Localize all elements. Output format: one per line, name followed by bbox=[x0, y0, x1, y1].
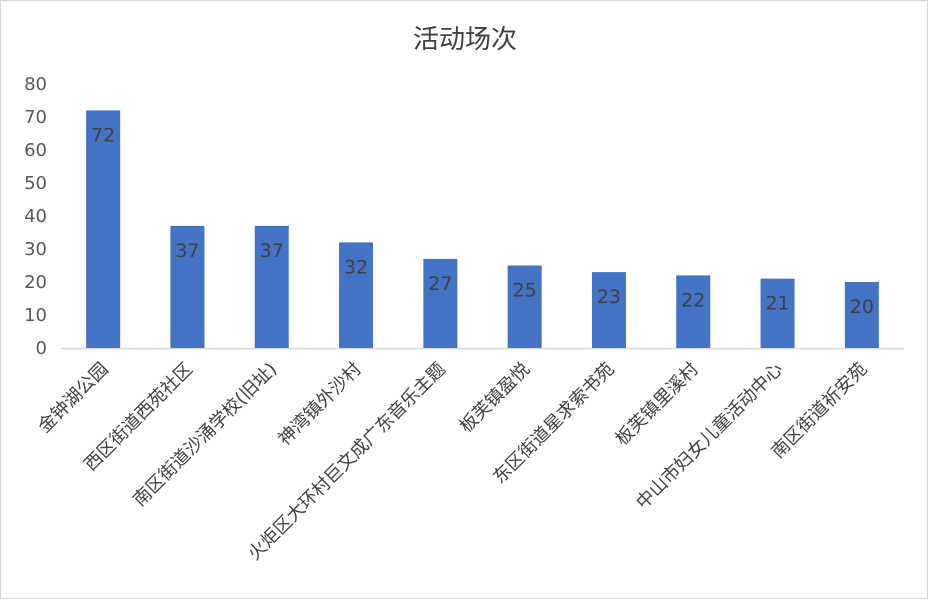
x-category-label: 神湾镇外沙村 bbox=[274, 359, 365, 450]
bars bbox=[86, 110, 879, 349]
bar bbox=[339, 242, 374, 348]
data-label: 20 bbox=[850, 296, 874, 318]
y-axis-ticks: 0 10 20 30 40 50 60 70 80 bbox=[24, 74, 47, 359]
x-category-label: 南区街道沙涌学校(旧址) bbox=[129, 359, 281, 511]
x-category-label: 中山市妇女儿童活动中心 bbox=[632, 359, 787, 514]
data-label: 32 bbox=[344, 256, 368, 278]
bar bbox=[507, 265, 542, 348]
y-tick-label: 60 bbox=[24, 140, 47, 161]
bar bbox=[170, 225, 205, 348]
y-tick-label: 80 bbox=[24, 74, 47, 95]
data-label: 37 bbox=[175, 240, 199, 262]
bar bbox=[844, 282, 879, 348]
chart-title: 活动场次 bbox=[412, 25, 517, 55]
data-label: 22 bbox=[681, 289, 705, 311]
y-tick-label: 30 bbox=[24, 239, 47, 260]
bar bbox=[254, 225, 289, 348]
y-tick-label: 20 bbox=[24, 272, 47, 293]
data-label: 23 bbox=[597, 286, 621, 308]
data-label: 72 bbox=[91, 124, 115, 146]
bar bbox=[676, 275, 711, 348]
y-tick-label: 50 bbox=[24, 173, 47, 194]
y-tick-label: 70 bbox=[24, 107, 47, 128]
data-label: 25 bbox=[513, 280, 537, 302]
x-category-label: 金钟湖公园 bbox=[34, 359, 112, 437]
x-category-label: 板芙镇里溪村 bbox=[612, 359, 703, 450]
bar bbox=[760, 278, 795, 348]
x-category-label: 板芙镇盈悦 bbox=[456, 359, 534, 437]
y-tick-label: 40 bbox=[24, 206, 47, 227]
bar bbox=[423, 258, 458, 348]
data-labels: 72 37 37 32 27 25 23 22 21 20 bbox=[91, 124, 874, 318]
bar bbox=[86, 110, 121, 349]
category-labels: 金钟湖公园西区街道西苑社区南区街道沙涌学校(旧址)神湾镇外沙村火炬区大环村巨文成… bbox=[34, 359, 871, 565]
data-label: 27 bbox=[428, 273, 452, 295]
y-tick-label: 0 bbox=[36, 338, 47, 359]
data-label: 37 bbox=[260, 240, 284, 262]
y-tick-label: 10 bbox=[24, 305, 47, 326]
data-label: 21 bbox=[765, 293, 789, 315]
bar bbox=[591, 272, 626, 348]
